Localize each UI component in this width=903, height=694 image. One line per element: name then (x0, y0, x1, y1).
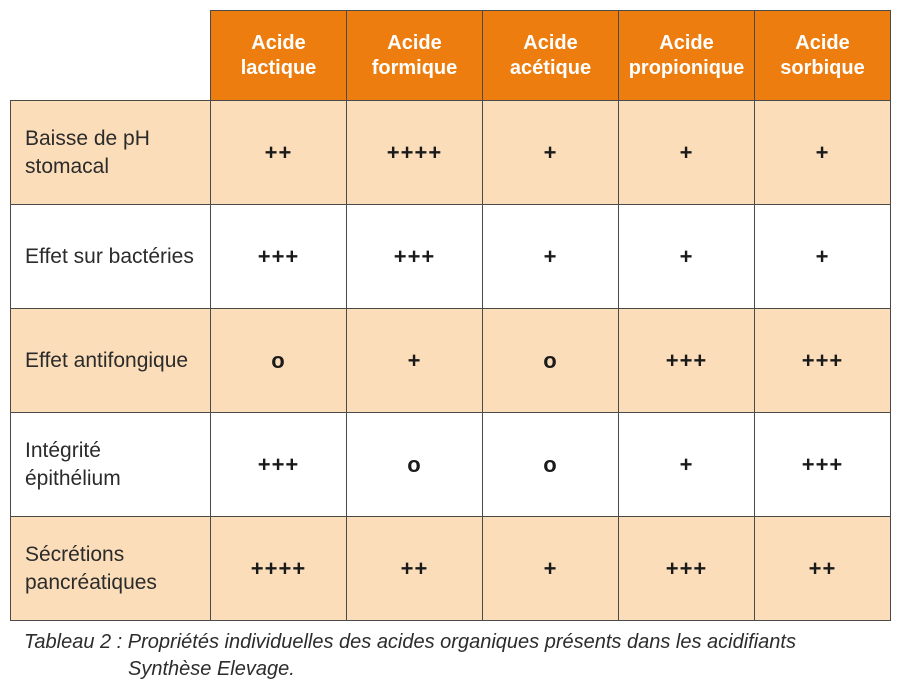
acids-table: Acide lactique Acide formique Acide acét… (10, 10, 891, 621)
caption-line2: Synthèse Elevage. (24, 656, 890, 683)
cell: + (619, 101, 755, 205)
cell: ++ (211, 101, 347, 205)
cell: +++ (619, 517, 755, 621)
cell: +++ (755, 413, 891, 517)
cell: ++ (755, 517, 891, 621)
cell: +++ (619, 309, 755, 413)
table-row: Intégrité épithélium +++ o o + +++ (11, 413, 891, 517)
col-head-2: Acide acétique (483, 11, 619, 101)
cell: o (211, 309, 347, 413)
cell: ++++ (347, 101, 483, 205)
col-head-3: Acide propionique (619, 11, 755, 101)
table-row: Sécrétions pancréatiques ++++ ++ + +++ +… (11, 517, 891, 621)
cell: +++ (347, 205, 483, 309)
row-label: Sécrétions pancréatiques (11, 517, 211, 621)
cell: ++++ (211, 517, 347, 621)
col-head-1: Acide formique (347, 11, 483, 101)
cell: + (483, 517, 619, 621)
table-container: Acide lactique Acide formique Acide acét… (10, 10, 890, 683)
cell: ++ (347, 517, 483, 621)
header-corner (11, 11, 211, 101)
cell: +++ (211, 413, 347, 517)
cell: + (483, 205, 619, 309)
cell: o (483, 413, 619, 517)
col-head-4: Acide sorbique (755, 11, 891, 101)
table-row: Effet sur bactéries +++ +++ + + + (11, 205, 891, 309)
cell: + (619, 205, 755, 309)
table-row: Effet antifongique o + o +++ +++ (11, 309, 891, 413)
row-label: Effet sur bactéries (11, 205, 211, 309)
cell: + (483, 101, 619, 205)
row-label: Baisse de pH stomacal (11, 101, 211, 205)
table-caption: Tableau 2 : Propriétés individuelles des… (10, 629, 890, 683)
row-label: Effet antifongique (11, 309, 211, 413)
header-row: Acide lactique Acide formique Acide acét… (11, 11, 891, 101)
cell: + (755, 205, 891, 309)
cell: +++ (211, 205, 347, 309)
col-head-0: Acide lactique (211, 11, 347, 101)
cell: + (619, 413, 755, 517)
cell: o (347, 413, 483, 517)
table-row: Baisse de pH stomacal ++ ++++ + + + (11, 101, 891, 205)
cell: o (483, 309, 619, 413)
caption-line1: Tableau 2 : Propriétés individuelles des… (24, 631, 796, 653)
cell: + (347, 309, 483, 413)
cell: +++ (755, 309, 891, 413)
row-label: Intégrité épithélium (11, 413, 211, 517)
cell: + (755, 101, 891, 205)
